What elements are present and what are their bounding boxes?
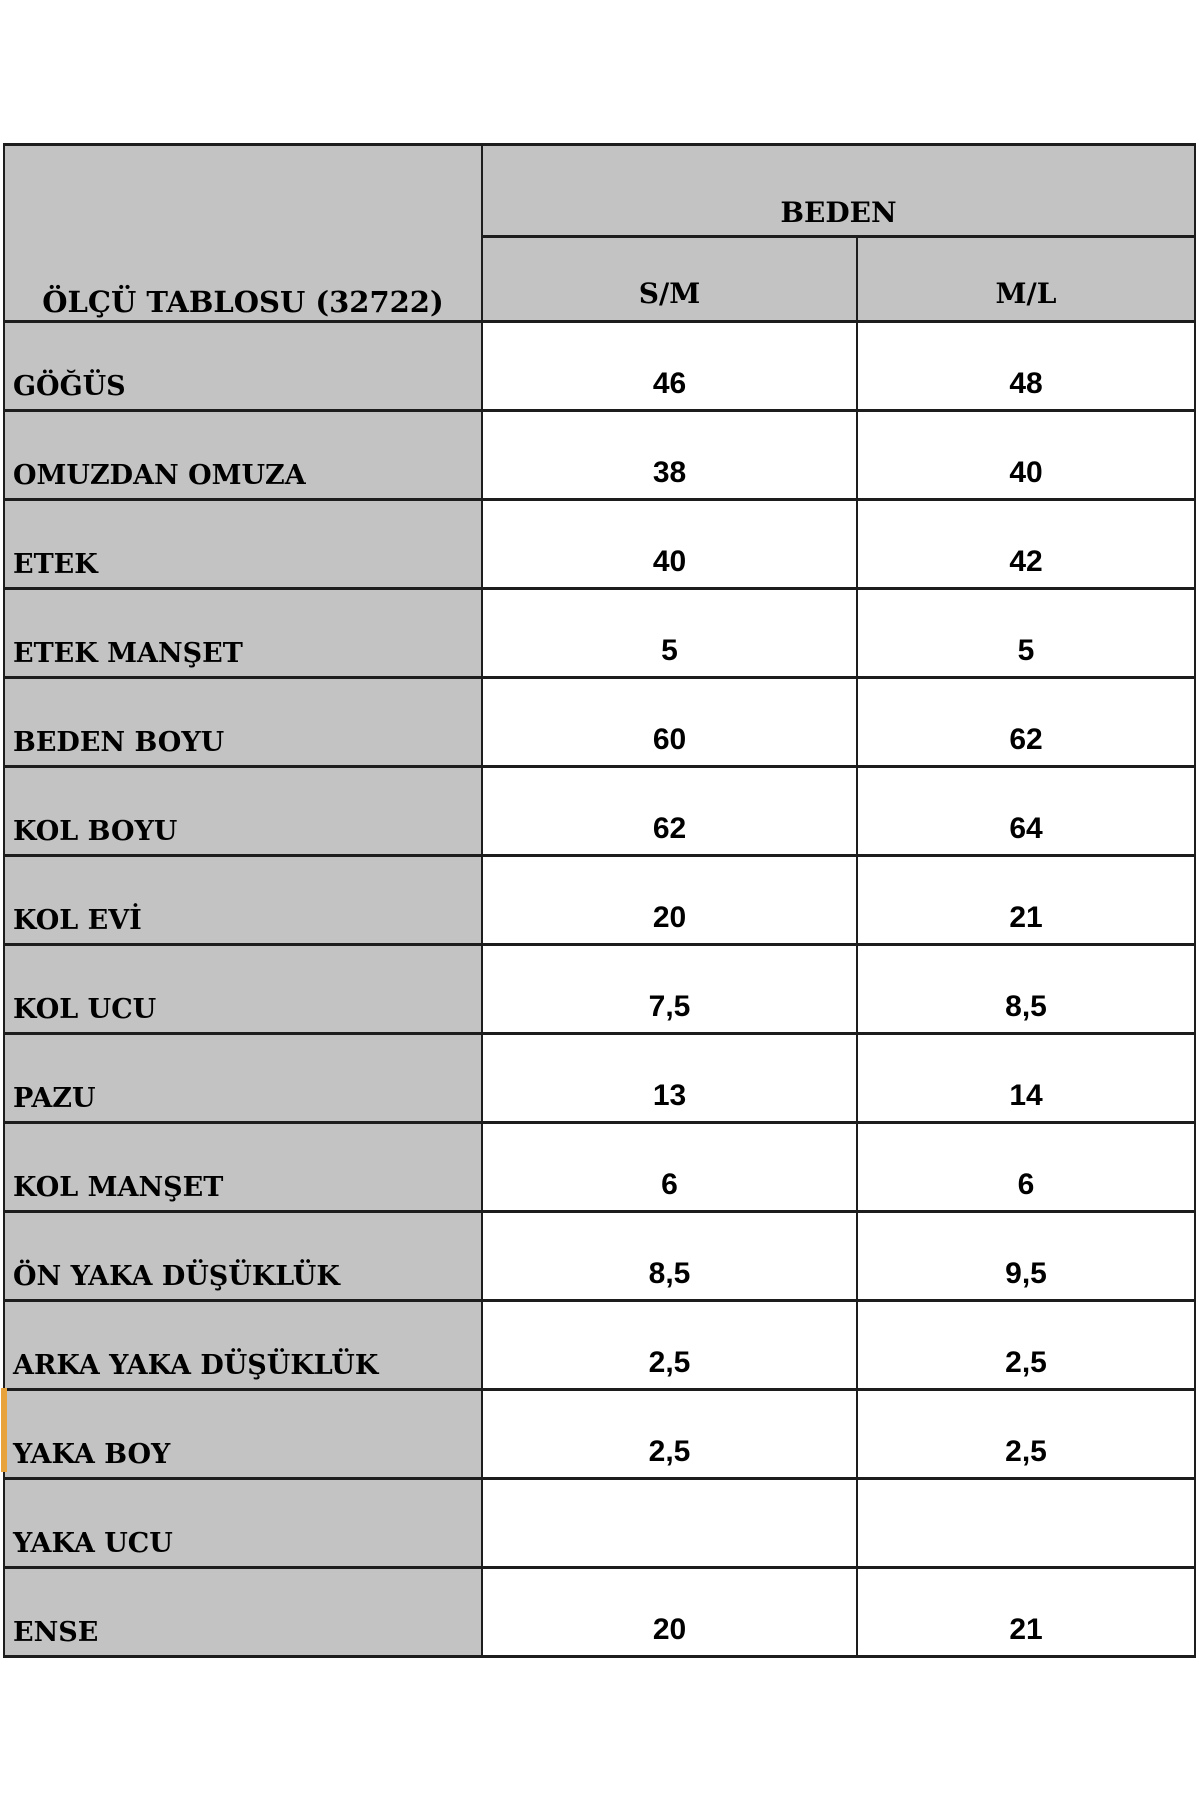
measurement-label: KOL EVİ — [3, 854, 483, 946]
measurement-label: KOL UCU — [3, 943, 483, 1035]
value-ml: 48 — [855, 320, 1197, 412]
value-sm: 7,5 — [481, 943, 858, 1035]
value-sm — [481, 1477, 858, 1569]
value-sm: 38 — [481, 409, 858, 501]
value-ml: 62 — [855, 676, 1197, 768]
table-row-kol-evi: KOL EVİ 20 21 — [3, 854, 1197, 946]
size-group-header: BEDEN — [480, 143, 1197, 238]
table-row-kol-ucu: KOL UCU 7,5 8,5 — [3, 943, 1197, 1035]
table-row-yaka-boy: YAKA BOY 2,5 2,5 — [3, 1388, 1197, 1480]
measurement-label: YAKA BOY — [3, 1388, 483, 1480]
measurement-label: KOL MANŞET — [3, 1121, 483, 1213]
value-ml: 40 — [855, 409, 1197, 501]
measurement-label: PAZU — [3, 1032, 483, 1124]
measurement-label: ETEK MANŞET — [3, 587, 483, 679]
table-row-etek: ETEK 40 42 — [3, 498, 1197, 590]
value-ml: 21 — [855, 1566, 1197, 1658]
value-ml: 64 — [855, 765, 1197, 857]
table-row-yaka-ucu: YAKA UCU — [3, 1477, 1197, 1569]
value-sm: 40 — [481, 498, 858, 590]
measurement-label: OMUZDAN OMUZA — [3, 409, 483, 501]
value-ml — [855, 1477, 1197, 1569]
value-sm: 13 — [481, 1032, 858, 1124]
size-measurement-table: ÖLÇÜ TABLOSU (32722) BEDEN S/M M/L GÖĞÜS… — [3, 143, 1197, 1658]
measurement-label: BEDEN BOYU — [3, 676, 483, 768]
value-sm: 60 — [481, 676, 858, 768]
measurement-label: GÖĞÜS — [3, 320, 483, 412]
value-ml: 21 — [855, 854, 1197, 946]
value-ml: 2,5 — [855, 1299, 1197, 1391]
table-row-kol-manset: KOL MANŞET 6 6 — [3, 1121, 1197, 1213]
measurement-label: KOL BOYU — [3, 765, 483, 857]
column-header-ml: M/L — [855, 235, 1197, 323]
value-ml: 8,5 — [855, 943, 1197, 1035]
value-sm: 2,5 — [481, 1388, 858, 1480]
value-sm: 8,5 — [481, 1210, 858, 1302]
header-row-sizes: S/M M/L — [4, 235, 1197, 323]
value-sm: 62 — [481, 765, 858, 857]
value-sm: 20 — [481, 854, 858, 946]
table-title: ÖLÇÜ TABLOSU (32722) — [3, 143, 483, 323]
value-sm: 2,5 — [481, 1299, 858, 1391]
value-ml: 42 — [855, 498, 1197, 590]
column-header-sm: S/M — [481, 235, 858, 323]
table-row-arka-yaka-dusukluk: ARKA YAKA DÜŞÜKLÜK 2,5 2,5 — [3, 1299, 1197, 1391]
value-ml: 6 — [855, 1121, 1197, 1213]
header-row-beden: ÖLÇÜ TABLOSU (32722) BEDEN — [3, 143, 1197, 323]
yellow-row-edge-marker — [1, 1388, 7, 1472]
measurement-label: ÖN YAKA DÜŞÜKLÜK — [3, 1210, 483, 1302]
value-sm: 6 — [481, 1121, 858, 1213]
table-row-gogus: GÖĞÜS 46 48 — [3, 320, 1197, 412]
value-sm: 20 — [481, 1566, 858, 1658]
value-ml: 14 — [855, 1032, 1197, 1124]
value-sm: 5 — [481, 587, 858, 679]
table-row-omuzdan-omuza: OMUZDAN OMUZA 38 40 — [3, 409, 1197, 501]
table-row-ense: ENSE 20 21 — [3, 1566, 1197, 1658]
table-row-beden-boyu: BEDEN BOYU 60 62 — [3, 676, 1197, 768]
table-row-kol-boyu: KOL BOYU 62 64 — [3, 765, 1197, 857]
table-row-pazu: PAZU 13 14 — [3, 1032, 1197, 1124]
value-ml: 2,5 — [855, 1388, 1197, 1480]
value-ml: 5 — [855, 587, 1197, 679]
value-sm: 46 — [481, 320, 858, 412]
measurement-label: ETEK — [3, 498, 483, 590]
measurement-label: ARKA YAKA DÜŞÜKLÜK — [3, 1299, 483, 1391]
table-row-etek-manset: ETEK MANŞET 5 5 — [3, 587, 1197, 679]
table-row-on-yaka-dusukluk: ÖN YAKA DÜŞÜKLÜK 8,5 9,5 — [3, 1210, 1197, 1302]
value-ml: 9,5 — [855, 1210, 1197, 1302]
measurement-label: YAKA UCU — [3, 1477, 483, 1569]
measurement-label: ENSE — [3, 1566, 483, 1658]
